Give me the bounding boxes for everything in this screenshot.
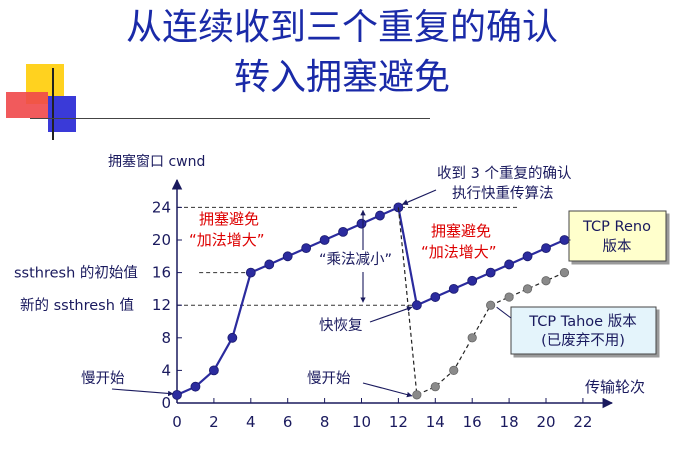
triple-ack-label: 收到 3 个重复的确认 (437, 164, 572, 182)
data-point (504, 259, 515, 270)
data-point (504, 292, 514, 302)
data-point (245, 267, 256, 278)
ca2-label: 拥塞避免 (431, 222, 491, 240)
slow-start-2-label: 慢开始 (307, 370, 351, 387)
fast-recovery-label: 快恢复 (319, 316, 363, 334)
data-point (449, 365, 459, 375)
legend-tahoe-pointer (496, 306, 512, 319)
data-point (412, 390, 422, 400)
legend-reno-box (568, 210, 667, 262)
fast-recovery-arrow (369, 306, 413, 323)
y-tick-label: 24 (152, 198, 171, 216)
data-point (301, 243, 312, 254)
data-point (559, 235, 570, 245)
y-tick-label: 16 (152, 264, 171, 282)
x-axis-title: 传输轮次 (585, 378, 645, 396)
x-tick-label: 12 (389, 413, 408, 431)
data-point (448, 283, 459, 294)
x-tick-label: 14 (426, 413, 445, 431)
x-tick-label: 4 (246, 413, 256, 431)
y-tick-label: 0 (161, 394, 171, 412)
data-point (375, 210, 385, 221)
decor-horizontal-line (30, 118, 430, 119)
legend-tahoe-line1: TCP Tahoe 版本 (528, 313, 636, 330)
slide-title-line1: 从连续收到三个重复的确认 (125, 7, 558, 48)
series-line (397, 207, 565, 396)
ca1-aimd-label: “加法增大” (189, 231, 265, 249)
y-axis-title: 拥塞窗口 cwnd (108, 153, 205, 170)
data-point (356, 218, 367, 229)
data-point (172, 389, 182, 400)
data-point (338, 226, 348, 237)
x-tick-label: 6 (283, 413, 293, 431)
x-tick-label: 22 (573, 413, 592, 431)
data-point (559, 267, 570, 278)
fast-retransmit-label: 执行快重传算法 (452, 185, 554, 202)
triple-ack-arrow (401, 189, 437, 206)
legend-reno-line2: 版本 (603, 238, 632, 255)
x-tick-label: 16 (463, 413, 482, 431)
data-point (227, 332, 238, 343)
y-tick-label: 12 (152, 296, 171, 314)
data-point (282, 251, 293, 262)
data-point (467, 333, 477, 343)
x-tick-label: 10 (352, 413, 371, 431)
ca1-label: 拥塞避免 (199, 210, 259, 228)
y-tick-label: 4 (161, 361, 171, 379)
slow-start-1-label: 慢开始 (81, 370, 125, 387)
data-point (264, 259, 275, 270)
y-tick-label: 8 (161, 329, 171, 347)
data-point (485, 267, 496, 278)
data-point (319, 235, 330, 245)
data-point (190, 381, 201, 392)
data-point (541, 276, 551, 286)
x-tick-label: 2 (209, 413, 219, 431)
legend-tahoe-line2: (已废弃不用) (541, 332, 625, 349)
series-line (176, 205, 565, 396)
decor-vertical-line (52, 68, 54, 140)
data-point (486, 300, 496, 310)
ca2-aimd-label: “加法增大” (421, 243, 497, 261)
legend-tahoe-box (510, 306, 657, 355)
data-point (430, 292, 441, 302)
data-point (208, 365, 219, 376)
data-point (467, 275, 478, 286)
md-label: “乘法减小” (319, 251, 392, 268)
data-point (522, 251, 533, 262)
ssthresh-label: 新的 ssthresh 值 (20, 297, 134, 314)
decor-red-square (6, 92, 48, 118)
data-point (541, 243, 551, 254)
data-point (430, 382, 440, 392)
x-tick-label: 20 (536, 413, 555, 431)
ssthresh-label: ssthresh 的初始值 (14, 265, 138, 282)
data-point (411, 300, 422, 311)
slide-title-line2: 转入拥塞避免 (233, 57, 450, 98)
data-point (522, 284, 533, 294)
x-tick-label: 18 (500, 413, 519, 431)
slow-start-1-arrow (111, 388, 174, 397)
y-tick-label: 20 (152, 231, 171, 249)
x-tick-label: 8 (320, 413, 330, 431)
x-tick-label: 0 (172, 413, 182, 431)
legend-reno-line1: TCP Reno (582, 219, 651, 235)
slow-start-2-arrow (362, 382, 413, 398)
